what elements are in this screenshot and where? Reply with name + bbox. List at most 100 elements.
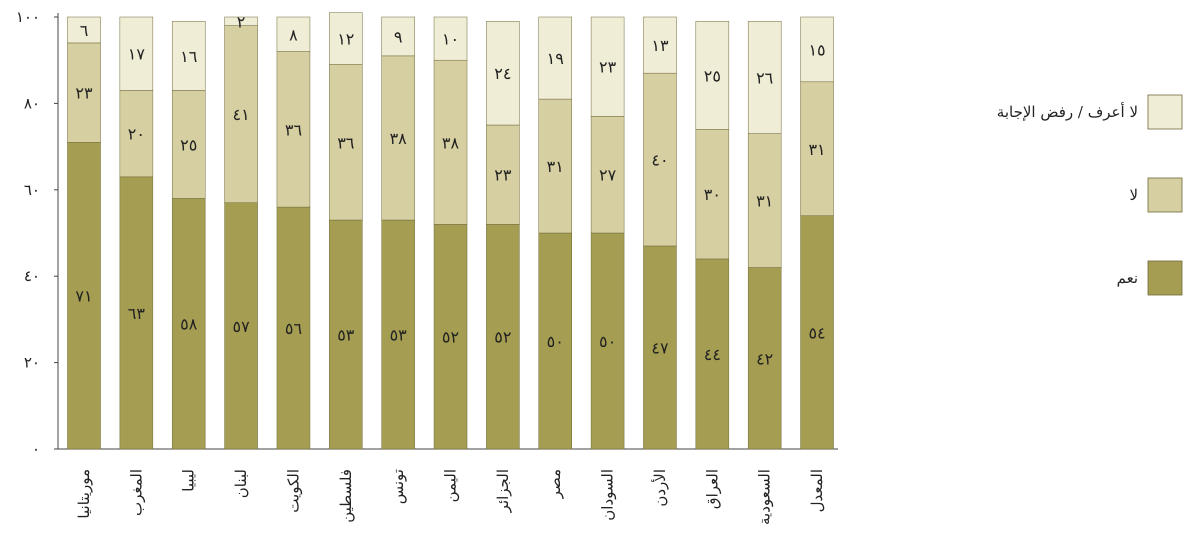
data-label: ٤١: [232, 105, 249, 124]
data-label: ٥٣: [390, 326, 408, 345]
category-label: المغرب: [127, 469, 145, 516]
data-label: ٣٨: [390, 129, 408, 148]
bar-segment: [538, 16, 572, 100]
data-label: ٥٦: [285, 319, 302, 338]
data-label: ٥٠: [547, 332, 564, 351]
bar-segment: [695, 129, 730, 260]
bar-segment: [381, 16, 415, 57]
category-label: الأردن: [651, 469, 669, 507]
bar-segment: [224, 16, 258, 26]
category-label: السودان: [599, 469, 617, 521]
y-tick-label: ٦٠: [24, 181, 40, 199]
data-label: ٩: [394, 27, 403, 46]
data-label: ١٢: [337, 30, 354, 49]
bar-segment: [276, 51, 311, 208]
bar-segment: [276, 206, 311, 450]
data-label: ٣١: [756, 192, 773, 211]
y-tick-label: ٢٠: [24, 354, 40, 372]
bar-segment: [800, 215, 834, 450]
bar-segment: [276, 16, 311, 52]
data-label: ٤٧: [651, 338, 669, 357]
data-label: ٢٣: [75, 84, 93, 103]
bar-segment: [329, 12, 363, 65]
category-label: فلسطين: [337, 469, 355, 523]
bar-segment: [486, 224, 520, 450]
bar-segment: [381, 55, 415, 221]
data-label: ١٣: [651, 36, 669, 55]
legend-label: لا: [1129, 186, 1138, 204]
data-label: ٣٦: [285, 120, 302, 139]
data-label: ٢٠: [128, 125, 145, 144]
category-label: ليبيا: [180, 469, 198, 492]
bar-segment: [695, 258, 730, 450]
legend-swatch: [1147, 177, 1183, 213]
bar-segment: [747, 133, 782, 268]
data-label: ٥٠: [599, 332, 616, 351]
data-label: ١٧: [128, 45, 146, 64]
data-label: ٦: [80, 21, 89, 40]
data-label: ١٠: [442, 30, 459, 49]
data-label: ٧١: [75, 287, 92, 306]
data-label: ١٦: [180, 47, 197, 66]
bar-segment: [800, 16, 834, 83]
data-label: ٥٣: [337, 326, 355, 345]
bar-segment: [747, 21, 782, 134]
data-label: ٣٦: [337, 133, 354, 152]
bar-segment: [695, 21, 730, 130]
data-label: ٥٧: [232, 317, 250, 336]
y-tick-label: ١٠٠: [16, 8, 40, 26]
data-label: ٤٤: [704, 345, 721, 364]
data-label: ٢٣: [494, 166, 512, 185]
bar-segment: [433, 224, 468, 450]
legend-swatch: [1147, 94, 1183, 130]
data-label: ٥٢: [442, 328, 459, 347]
bar-segment: [67, 142, 101, 450]
data-label: ٣٨: [442, 133, 460, 152]
y-tick-label: ٤٠: [24, 267, 40, 285]
data-label: ٣١: [547, 157, 564, 176]
bar-segment: [171, 90, 206, 199]
bar-segment: [67, 42, 101, 143]
category-label: المعدل: [808, 469, 826, 512]
legend-label: نعم: [1117, 269, 1138, 287]
data-label: ٥٢: [494, 328, 511, 347]
data-label: ٣١: [808, 140, 825, 159]
data-label: ٢٥: [704, 66, 721, 85]
bar-segment: [643, 245, 677, 450]
bar-segment: [67, 16, 101, 44]
data-label: ٤٠: [651, 151, 668, 170]
category-label: العراق: [703, 469, 721, 509]
data-label: ٥٨: [180, 315, 198, 334]
data-label: ٢٥: [180, 135, 197, 154]
bar-segment: [800, 81, 834, 216]
legend-label: لا أعرف / رفض الإجابة: [997, 102, 1138, 121]
bar-segment: [119, 176, 154, 450]
data-label: ١٩: [547, 49, 564, 68]
bar-segment: [590, 116, 625, 234]
category-label: الكويت: [284, 469, 302, 513]
bar-segment: [643, 16, 677, 74]
category-label: السعودية: [756, 469, 774, 525]
bar-segment: [643, 72, 677, 247]
bar-segment: [381, 219, 415, 450]
bar-segment: [486, 21, 520, 126]
data-label: ٢٣: [599, 58, 617, 77]
data-label: ٢: [237, 12, 246, 31]
chart-legend: لا أعرف / رفض الإجابة لا نعم: [997, 94, 1183, 296]
data-label: ٨: [289, 25, 298, 44]
category-label: مصر: [546, 469, 564, 499]
bar-segment: [329, 64, 363, 221]
bar-segment: [538, 98, 572, 234]
bar-segment: [329, 219, 363, 450]
bar-segment: [433, 59, 468, 225]
data-label: ٢٦: [756, 68, 773, 87]
category-label: تونس: [389, 469, 407, 504]
y-tick-label: ٨٠: [24, 94, 40, 112]
bar-segment: [119, 16, 154, 91]
data-label: ٢٧: [599, 166, 617, 185]
bar-segment: [433, 16, 468, 61]
category-label: الجزائر: [494, 469, 512, 513]
category-label: موريتانيا: [75, 469, 93, 519]
bar-segment: [486, 124, 520, 225]
